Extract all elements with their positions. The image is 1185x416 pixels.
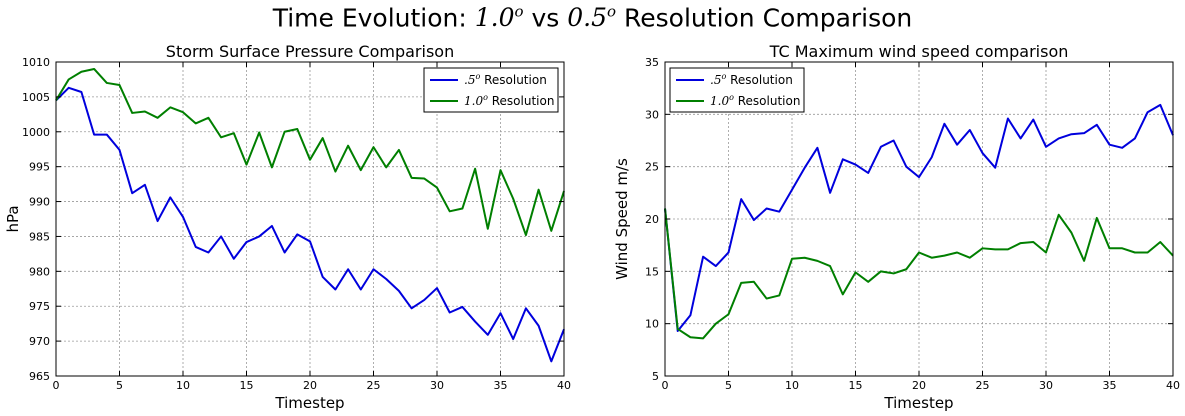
y-tick-label: 970 — [29, 335, 50, 348]
y-tick-label: 15 — [645, 265, 659, 278]
y-tick-label: 30 — [645, 108, 659, 121]
y-tick-label: 5 — [652, 370, 659, 383]
series-line-half-degree — [55, 86, 565, 363]
x-tick-label: 20 — [303, 379, 317, 392]
x-tick-label: 40 — [1166, 379, 1180, 392]
x-axis-label: Timestep — [883, 394, 953, 412]
y-axis-label: hPa — [4, 205, 22, 232]
y-tick-label: 25 — [645, 161, 659, 174]
series-line-half-degree — [664, 103, 1174, 332]
legend-entry: .5o Resolution — [464, 72, 547, 87]
title-middle: vs — [523, 3, 568, 33]
x-tick-label: 0 — [53, 379, 60, 392]
legend-entry: 1.0o Resolution — [464, 93, 554, 108]
x-tick-label: 30 — [1039, 379, 1053, 392]
x-tick-label: 25 — [976, 379, 990, 392]
y-tick-label: 990 — [29, 196, 50, 209]
x-tick-label: 15 — [240, 379, 254, 392]
legend-box — [669, 67, 805, 113]
y-tick-label: 20 — [645, 213, 659, 226]
y-tick-label: 965 — [29, 370, 50, 383]
chart-1: 0 5 10 15 20 25 30 35 40 965 970 975 980 985 990 995 100… — [4, 42, 571, 412]
y-tick-label: 35 — [645, 56, 659, 69]
y-tick-label: 1000 — [22, 126, 50, 139]
x-tick-label: 30 — [430, 379, 444, 392]
chart-title: TC Maximum wind speed comparison — [769, 42, 1069, 61]
x-tick-label: 35 — [1103, 379, 1117, 392]
legend: .5o Resolution 1.0o Resolution — [423, 67, 559, 113]
y-tick-label: 980 — [29, 265, 50, 278]
legend-entry: .5o Resolution — [710, 72, 793, 87]
x-tick-label: 5 — [725, 379, 732, 392]
legend-entry: 1.0o Resolution — [710, 93, 800, 108]
x-tick-label: 35 — [494, 379, 508, 392]
x-tick-label: 20 — [912, 379, 926, 392]
x-tick-label: 0 — [662, 379, 669, 392]
y-tick-label: 10 — [645, 318, 659, 331]
y-tick-label: 1005 — [22, 91, 50, 104]
x-axis-label: Timestep — [274, 394, 344, 412]
x-tick-label: 5 — [116, 379, 123, 392]
y-tick-label: 975 — [29, 300, 50, 313]
x-tick-label: 10 — [176, 379, 190, 392]
legend: .5o Resolution 1.0o Resolution — [669, 67, 805, 113]
title-res-b: 0.5o — [567, 3, 617, 33]
x-tick-label: 10 — [785, 379, 799, 392]
y-tick-label: 985 — [29, 230, 50, 243]
y-axis-label: Wind Speed m/s — [613, 158, 631, 280]
title-prefix: Time Evolution: — [272, 3, 475, 33]
x-tick-label: 40 — [557, 379, 571, 392]
y-tick-label: 995 — [29, 161, 50, 174]
title-res-a: 1.0o — [474, 3, 524, 33]
series-line-one-degree — [55, 67, 565, 237]
figure-title: Time Evolution: 1.0o vs 0.5o Resolution … — [0, 3, 1185, 32]
chart-title: Storm Surface Pressure Comparison — [166, 42, 454, 61]
x-tick-label: 15 — [849, 379, 863, 392]
y-tick-label: 1010 — [22, 56, 50, 69]
legend-box — [423, 67, 559, 113]
series-line-one-degree — [664, 208, 1174, 340]
title-suffix: Resolution Comparison — [616, 3, 913, 33]
x-tick-label: 25 — [367, 379, 381, 392]
